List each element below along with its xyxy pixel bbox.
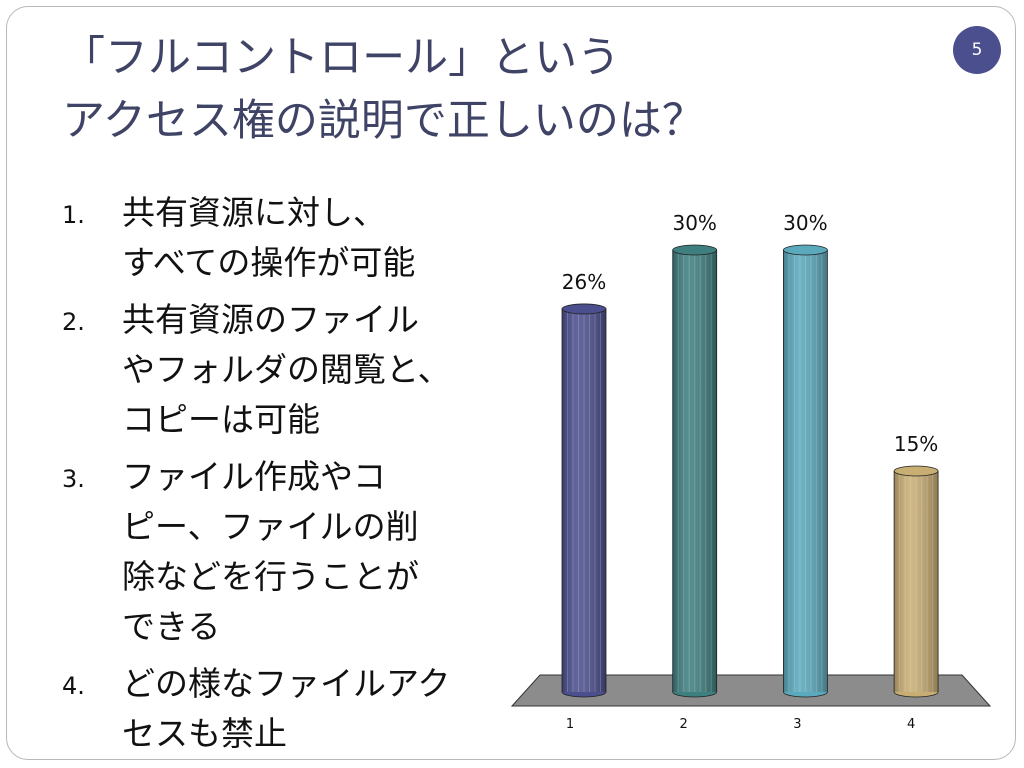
item-text: 共有資源のファイル xyxy=(122,300,419,339)
item-text: 共有資源に対し、 xyxy=(122,193,386,232)
item-text: どの様なファイルアク xyxy=(122,664,451,703)
bar-top xyxy=(893,465,939,477)
bar-shade xyxy=(562,308,606,692)
x-tick-label: 3 xyxy=(793,717,801,732)
slide-frame xyxy=(6,6,1016,760)
item-text: ピー、ファイルの削 xyxy=(122,507,419,546)
bar-top xyxy=(783,244,828,256)
item-text: コピーは可能 xyxy=(122,400,320,439)
item-text: 除などを行うことが xyxy=(122,557,419,596)
data-label: 30% xyxy=(672,211,716,235)
bar-shade xyxy=(894,471,939,692)
item-number: 1. xyxy=(62,201,85,229)
item-text: すべての操作が可能 xyxy=(122,243,416,282)
item-text: セスも禁止 xyxy=(122,714,287,753)
item-number: 2. xyxy=(62,308,85,336)
item-number: 3. xyxy=(62,465,85,493)
slide-title: アクセス権の説明で正しいのは？ xyxy=(62,96,705,146)
data-label: 15% xyxy=(894,432,938,456)
x-tick-label: 2 xyxy=(680,717,688,732)
page-number: 5 xyxy=(953,26,1001,74)
bar-top xyxy=(672,244,718,256)
slide-title: 「フルコントロール」という xyxy=(62,33,621,83)
bar-shade xyxy=(783,250,828,692)
item-number: 4. xyxy=(62,672,85,700)
item-text: できる xyxy=(122,607,221,646)
item-text: ファイル作成やコ xyxy=(122,457,386,496)
x-tick-label: 4 xyxy=(907,717,915,732)
bar-shade xyxy=(672,250,717,692)
item-text: やフォルダの閲覧と、 xyxy=(122,350,451,389)
bar-top xyxy=(561,303,607,315)
x-tick-label: 1 xyxy=(566,717,574,732)
data-label: 30% xyxy=(783,211,827,235)
data-label: 26% xyxy=(562,270,606,294)
